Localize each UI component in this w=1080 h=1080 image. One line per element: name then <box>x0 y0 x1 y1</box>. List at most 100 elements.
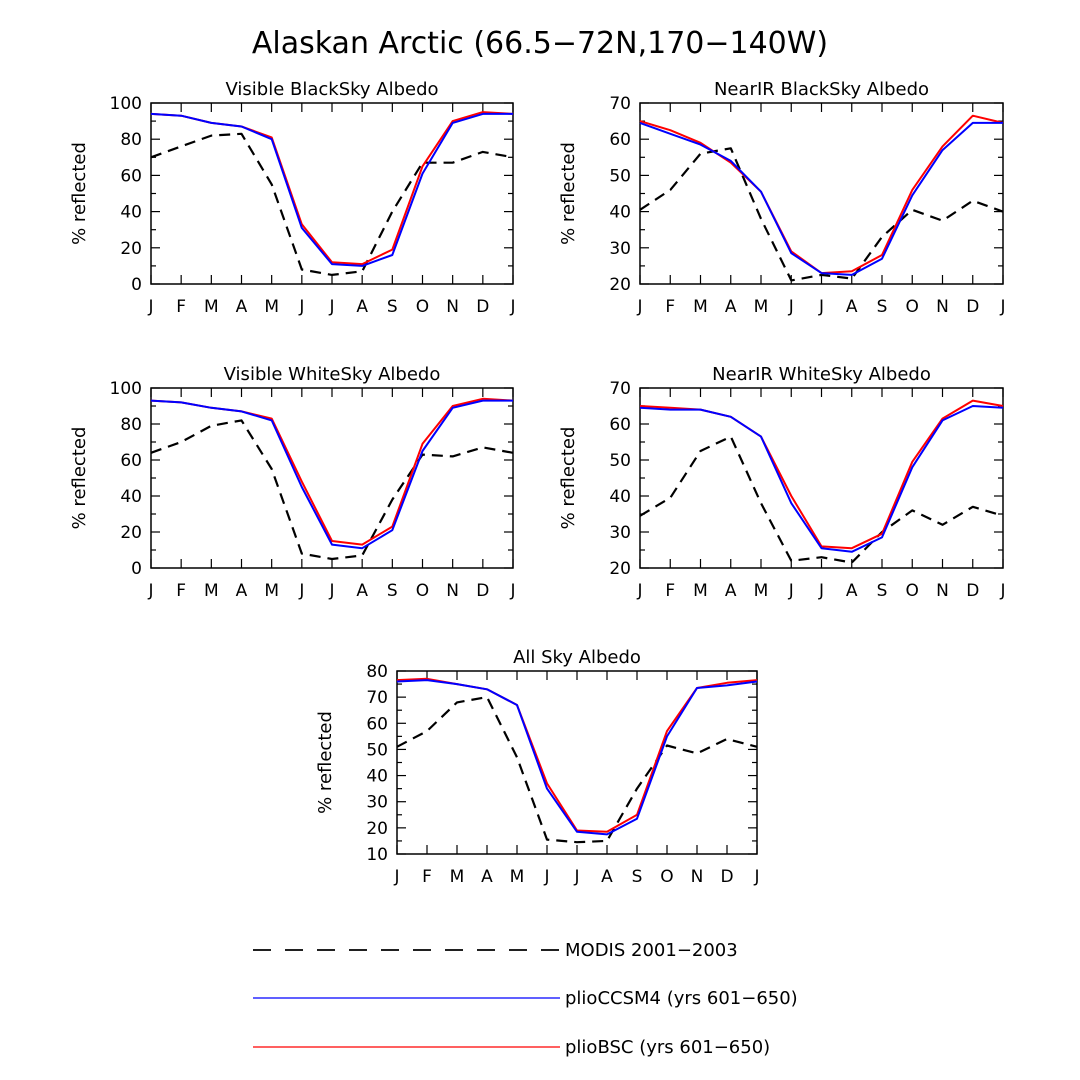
series-line-bsc <box>396 677 758 833</box>
y-tick-label: 70 <box>609 379 631 399</box>
x-tick-label: J <box>999 297 1005 317</box>
x-tick-label: A <box>846 297 858 317</box>
y-tick-label: 60 <box>609 415 631 435</box>
x-tick-label: J <box>509 581 515 601</box>
legend: MODIS 2001−2003 plioCCSM4 (yrs 601−650) pl… <box>253 940 798 1058</box>
plot-frame <box>396 670 758 855</box>
y-tick-label: 20 <box>120 523 142 543</box>
x-tick-label: J <box>788 297 794 317</box>
x-tick-label: M <box>754 297 769 317</box>
x-tick-label: J <box>298 297 304 317</box>
x-tick-label: S <box>632 867 643 887</box>
plot-frame <box>150 102 514 285</box>
x-tick-label: M <box>693 297 708 317</box>
y-tick-label: 0 <box>131 275 142 295</box>
y-tick-label: 30 <box>609 239 631 259</box>
x-tick-label: J <box>147 581 153 601</box>
x-tick-label: A <box>846 581 858 601</box>
y-tick-label: 60 <box>120 166 142 186</box>
x-tick-label: A <box>725 297 737 317</box>
panel-title: Visible BlackSky Albedo <box>225 79 438 100</box>
series-line-modis <box>150 419 514 561</box>
legend-item-bsc: plioBSC (yrs 601−650) <box>253 1037 770 1058</box>
x-tick-label: A <box>725 581 737 601</box>
x-tick-label: J <box>509 297 515 317</box>
x-tick-label: J <box>636 581 642 601</box>
x-tick-label: J <box>328 581 334 601</box>
y-tick-label: 60 <box>120 451 142 471</box>
x-tick-label: J <box>818 581 824 601</box>
x-tick-label: A <box>236 581 248 601</box>
x-tick-label: S <box>877 297 888 317</box>
x-tick-label: J <box>393 867 399 887</box>
y-tick-label: 100 <box>110 379 142 399</box>
x-tick-label: O <box>906 297 919 317</box>
x-tick-label: N <box>936 297 949 317</box>
y-tick-label: 20 <box>366 819 388 839</box>
x-tick-label: S <box>387 297 398 317</box>
legend-label-ccsm4: plioCCSM4 (yrs 601−650) <box>565 988 798 1009</box>
legend-item-ccsm4: plioCCSM4 (yrs 601−650) <box>253 988 798 1009</box>
chart-panel-4: NearIR WhiteSky Albedo % reflected 20 30 40 5… <box>558 364 1006 601</box>
series-line-modis <box>396 695 758 844</box>
series-line-bsc <box>639 114 1004 275</box>
series-line-ccsm4 <box>396 679 758 836</box>
plot-frame <box>639 102 1004 285</box>
y-tick-label: 20 <box>120 239 142 259</box>
x-tick-label: J <box>147 297 153 317</box>
x-tick-label: D <box>720 867 733 887</box>
x-tick-label: M <box>204 581 219 601</box>
x-tick-label: F <box>665 581 675 601</box>
y-tick-label: 40 <box>609 203 631 223</box>
y-tick-label: 20 <box>609 559 631 579</box>
y-tick-label: 100 <box>110 94 142 114</box>
chart-panel-1: Visible BlackSky Albedo % reflected 0 20 40 6… <box>69 79 516 317</box>
y-tick-label: 40 <box>120 203 142 223</box>
x-tick-label: O <box>906 581 919 601</box>
y-tick-label: 50 <box>366 740 388 760</box>
x-tick-label: N <box>936 581 949 601</box>
x-tick-label: D <box>966 581 979 601</box>
chart-panel-2: NearIR BlackSky Albedo % reflected 20 30 40 5… <box>558 79 1006 317</box>
x-tick-label: J <box>328 297 334 317</box>
series-line-ccsm4 <box>150 399 513 550</box>
x-tick-label: M <box>450 867 465 887</box>
y-tick-label: 30 <box>609 523 631 543</box>
y-tick-label: 50 <box>609 166 631 186</box>
x-tick-label: M <box>510 867 525 887</box>
y-tick-label: 10 <box>366 845 388 865</box>
y-tick-label: 0 <box>131 559 142 579</box>
chart-panel-5: All Sky Albedo % reflected 10 20 30 40 50 60 70 8… <box>315 647 760 887</box>
x-tick-label: M <box>693 581 708 601</box>
y-tick-label: 40 <box>609 487 631 507</box>
series-line-ccsm4 <box>639 405 1004 553</box>
x-tick-label: J <box>818 297 824 317</box>
x-tick-label: J <box>788 581 794 601</box>
y-tick-label: 40 <box>366 767 388 787</box>
x-tick-label: M <box>264 581 279 601</box>
series-line-bsc <box>150 111 514 266</box>
panel-title: All Sky Albedo <box>513 647 641 668</box>
x-tick-label: N <box>446 297 459 317</box>
y-tick-label: 80 <box>120 130 142 150</box>
x-tick-label: A <box>601 867 613 887</box>
y-tick-label: 70 <box>609 94 631 114</box>
x-tick-label: F <box>665 297 675 317</box>
x-tick-label: J <box>543 867 549 887</box>
x-tick-label: D <box>476 581 489 601</box>
panel-title: NearIR BlackSky Albedo <box>714 79 929 100</box>
y-tick-label: 20 <box>609 275 631 295</box>
y-tick-label: 70 <box>366 688 388 708</box>
x-tick-label: M <box>204 297 219 317</box>
x-tick-label: A <box>236 297 248 317</box>
series-line-modis <box>639 435 1004 564</box>
x-tick-label: A <box>356 581 368 601</box>
y-axis-label: % reflected <box>558 142 579 245</box>
x-tick-label: N <box>691 867 704 887</box>
y-tick-label: 30 <box>366 793 388 813</box>
series-line-modis <box>639 147 1004 282</box>
x-tick-label: N <box>446 581 459 601</box>
y-axis-label: % reflected <box>69 427 90 530</box>
x-tick-label: J <box>999 581 1005 601</box>
